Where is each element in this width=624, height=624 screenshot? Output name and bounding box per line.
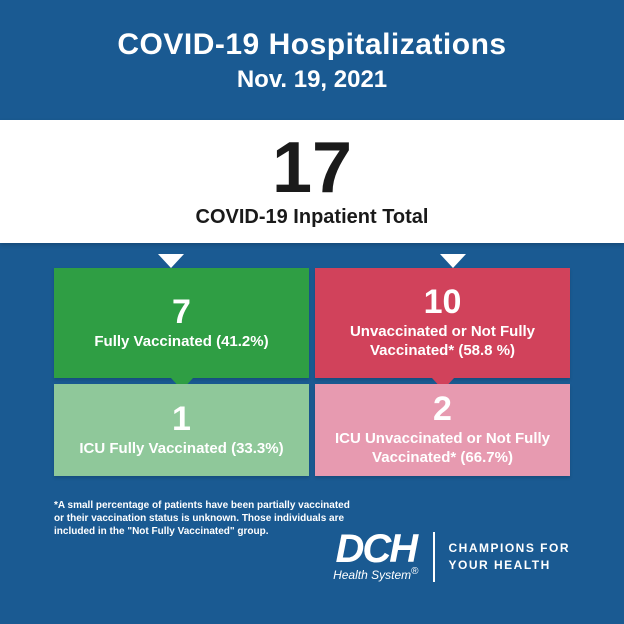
tagline-line: CHAMPIONS FOR <box>449 540 571 557</box>
tile-value: 10 <box>424 285 462 319</box>
page-title: COVID-19 Hospitalizations <box>28 28 596 62</box>
tagline-line: YOUR HEALTH <box>449 557 571 574</box>
logo-subtext: Health System® <box>333 566 418 582</box>
stats-grid: 7 Fully Vaccinated (41.2%) 10 Unvaccinat… <box>54 268 570 476</box>
total-value: 17 <box>0 132 624 204</box>
tile-icu-fully-vaccinated: 1 ICU Fully Vaccinated (33.3%) <box>54 384 309 476</box>
logo-tagline: CHAMPIONS FOR YOUR HEALTH <box>449 540 571 574</box>
tile-value: 7 <box>172 295 191 329</box>
tile-fully-vaccinated: 7 Fully Vaccinated (41.2%) <box>54 268 309 378</box>
tile-label: ICU Unvaccinated or Not Fully Vaccinated… <box>325 430 560 468</box>
infographic-canvas: COVID-19 Hospitalizations Nov. 19, 2021 … <box>0 0 624 624</box>
tile-value: 1 <box>172 402 191 436</box>
logo-sub-label: Health System <box>333 568 411 582</box>
logo-area: DCH Health System® CHAMPIONS FOR YOUR HE… <box>333 532 570 582</box>
pointer-down-icon <box>440 254 466 268</box>
tile-value: 2 <box>433 392 452 426</box>
tile-unvaccinated: 10 Unvaccinated or Not Fully Vaccinated*… <box>315 268 570 378</box>
total-label: COVID-19 Inpatient Total <box>0 206 624 229</box>
total-band: 17 COVID-19 Inpatient Total <box>0 120 624 243</box>
registered-icon: ® <box>411 566 418 577</box>
tile-label: ICU Fully Vaccinated (33.3%) <box>79 440 283 459</box>
tile-icu-unvaccinated: 2 ICU Unvaccinated or Not Fully Vaccinat… <box>315 384 570 476</box>
logo-block: DCH Health System® <box>333 532 434 582</box>
logo-text: DCH <box>333 532 418 566</box>
footnote-text: *A small percentage of patients have bee… <box>54 499 354 538</box>
tile-label: Fully Vaccinated (41.2%) <box>94 333 268 352</box>
page-date: Nov. 19, 2021 <box>28 66 596 94</box>
tile-label: Unvaccinated or Not Fully Vaccinated* (5… <box>325 323 560 361</box>
pointer-down-icon <box>158 254 184 268</box>
